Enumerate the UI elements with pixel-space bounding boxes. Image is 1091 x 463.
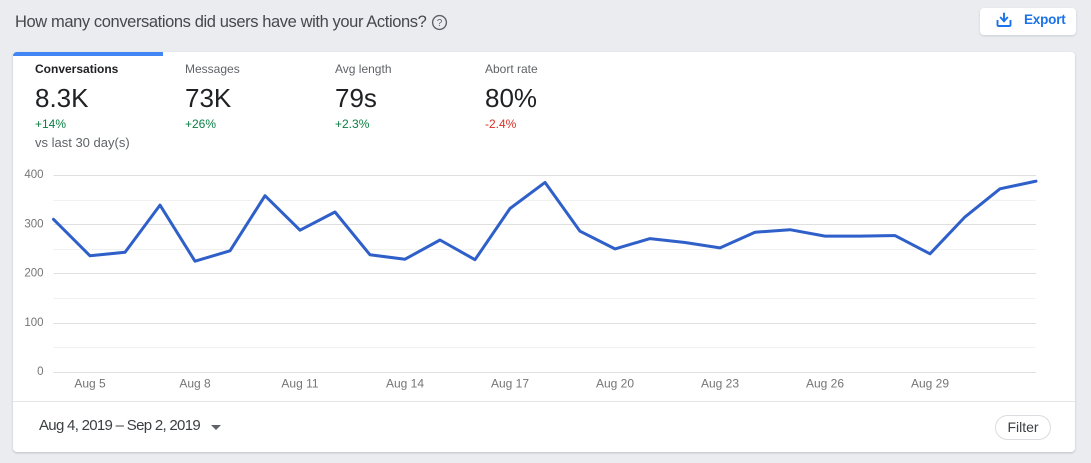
svg-text:300: 300 [24,218,43,230]
svg-text:?: ? [436,18,442,29]
svg-text:200: 200 [24,268,43,280]
svg-text:100: 100 [24,317,43,329]
svg-text:400: 400 [24,169,43,181]
svg-text:Aug 14: Aug 14 [386,377,424,391]
svg-text:Aug 17: Aug 17 [491,377,529,391]
svg-text:Aug 5: Aug 5 [74,377,106,391]
svg-text:Aug 26: Aug 26 [806,377,844,391]
svg-text:Aug 20: Aug 20 [596,377,634,391]
svg-text:Aug 11: Aug 11 [281,377,318,391]
svg-text:Aug 29: Aug 29 [911,377,949,391]
svg-text:Aug 23: Aug 23 [701,377,739,391]
svg-text:0: 0 [37,366,43,378]
svg-text:Aug 8: Aug 8 [179,377,211,391]
